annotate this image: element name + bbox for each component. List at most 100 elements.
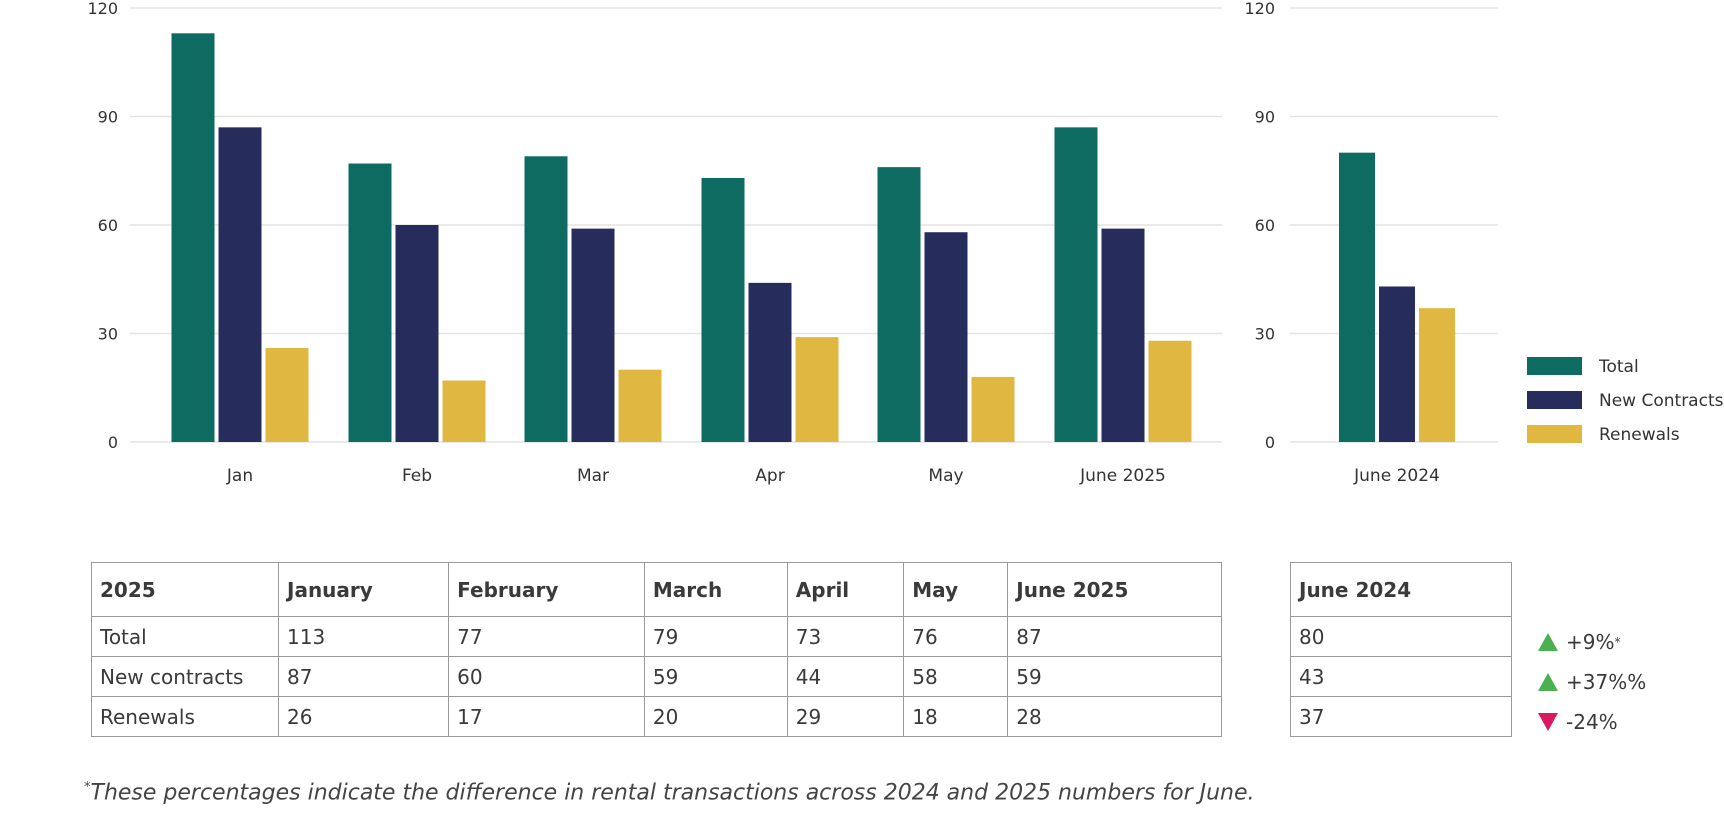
table-cell: 58 — [903, 656, 1009, 697]
bar-total — [171, 33, 215, 443]
bar-renewals — [1419, 308, 1455, 442]
bar-renewals — [971, 376, 1015, 442]
change-value: +37%% — [1566, 670, 1647, 694]
legend-swatch-new-contracts — [1527, 391, 1582, 409]
table-header-cell: June 2025 — [1007, 562, 1222, 617]
change-value: -24% — [1566, 710, 1618, 734]
chart-legend: Total New Contracts Renewals — [1527, 357, 1724, 445]
x-tick-label: Apr — [755, 466, 784, 486]
y-tick-label: 90 — [98, 108, 118, 127]
table-cell: 113 — [277, 616, 450, 657]
x-tick-label: Mar — [577, 466, 609, 486]
table-cell: 43 — [1290, 656, 1512, 697]
monthly-bar-chart: 0 30 60 90 120 Jan Feb Mar Apr May June 2025 — [87, 0, 1222, 486]
legend-swatch-total — [1527, 357, 1582, 375]
table-header-cell: March — [643, 562, 788, 617]
table-row: Renewals 26 17 20 29 18 28 — [91, 696, 1222, 737]
change-total: +9% * — [1538, 622, 1621, 662]
bar-total — [348, 163, 392, 442]
y-tick-label: 30 — [98, 325, 118, 344]
x-tick-label: June 2024 — [1353, 466, 1440, 486]
table-row: New contracts 87 60 59 44 58 59 — [91, 656, 1222, 697]
bar-new-contracts — [218, 127, 262, 442]
table-header-row: 2025 January February March April May Ju… — [91, 562, 1222, 617]
footnote-text: These percentages indicate the differenc… — [90, 780, 1255, 806]
down-triangle-icon — [1538, 713, 1558, 731]
y-tick-label: 60 — [1255, 216, 1275, 235]
table-header-cell: 2025 — [91, 562, 279, 617]
bar-renewals — [618, 369, 662, 442]
june-2024-table: June 2024 80 43 37 — [1290, 562, 1512, 737]
bar-new-contracts — [1101, 228, 1145, 442]
up-triangle-icon — [1538, 673, 1558, 691]
table-row: 37 — [1290, 696, 1512, 737]
y-tick-label: 30 — [1255, 325, 1275, 344]
x-tick-label: Feb — [402, 466, 432, 486]
footnote: *These percentages indicate the differen… — [84, 780, 1255, 805]
table-cell: Total — [91, 616, 279, 657]
x-tick-label: June 2025 — [1079, 466, 1166, 486]
table-cell: 18 — [903, 696, 1009, 737]
table-header-cell: June 2024 — [1290, 562, 1512, 617]
bar-renewals — [795, 337, 839, 442]
x-tick-label: May — [928, 466, 963, 486]
bar-new-contracts — [1379, 286, 1415, 442]
up-triangle-icon — [1538, 633, 1558, 651]
y-tick-label: 0 — [1265, 433, 1275, 452]
change-new-contracts: +37%% — [1538, 662, 1646, 702]
bar-charts: 0 30 60 90 120 Jan Feb Mar Apr May June 2025 0 30 60… — [87, 0, 1724, 486]
table-cell: 29 — [786, 696, 905, 737]
table-row: 80 — [1290, 616, 1512, 657]
table-cell: 80 — [1290, 616, 1512, 657]
table-cell: 44 — [786, 656, 905, 697]
bar-total — [1054, 127, 1098, 442]
bar-total — [877, 167, 921, 442]
y-tick-label: 0 — [108, 433, 118, 452]
bar-renewals — [442, 380, 486, 442]
y-tick-label: 90 — [1255, 108, 1275, 127]
table-header-cell: May — [903, 562, 1009, 617]
table-cell: 17 — [448, 696, 645, 737]
table-cell: Renewals — [91, 696, 279, 737]
table-cell: 87 — [277, 656, 450, 697]
table-cell: 79 — [643, 616, 788, 657]
y-tick-label: 120 — [1244, 0, 1275, 18]
monthly-data-table: 2025 January February March April May Ju… — [91, 562, 1222, 737]
table-cell: 26 — [277, 696, 450, 737]
legend-label-new-contracts: New Contracts — [1599, 391, 1724, 411]
table-cell: 37 — [1290, 696, 1512, 737]
bar-renewals — [265, 347, 309, 442]
y-tick-label: 60 — [98, 216, 118, 235]
table-header-cell: April — [786, 562, 905, 617]
legend-swatch-renewals — [1527, 425, 1582, 443]
bar-total — [1339, 152, 1375, 442]
change-value: +9% — [1566, 630, 1615, 654]
table-header-cell: February — [448, 562, 645, 617]
table-cell: 76 — [903, 616, 1009, 657]
bar-new-contracts — [395, 225, 439, 442]
bar-renewals — [1148, 340, 1192, 442]
june-2024-bar-chart: 0 30 60 90 120 June 2024 — [1244, 0, 1498, 486]
table-header-cell: January — [277, 562, 450, 617]
table-cell: 20 — [643, 696, 788, 737]
change-renewals: -24% — [1538, 702, 1618, 742]
table-cell: 87 — [1007, 616, 1222, 657]
table-cell: 59 — [643, 656, 788, 697]
table-cell: New contracts — [91, 656, 279, 697]
table-row: 43 — [1290, 656, 1512, 697]
table-cell: 28 — [1007, 696, 1222, 737]
bar-total — [701, 177, 745, 442]
y-tick-label: 120 — [87, 0, 118, 18]
bar-new-contracts — [748, 282, 792, 442]
table-cell: 73 — [786, 616, 905, 657]
table-cell: 60 — [448, 656, 645, 697]
bar-new-contracts — [924, 232, 968, 442]
legend-label-total: Total — [1598, 357, 1639, 377]
x-tick-label: Jan — [226, 466, 253, 486]
bar-new-contracts — [571, 228, 615, 442]
table-row: Total 113 77 79 73 76 87 — [91, 616, 1222, 657]
footnote-marker: * — [84, 780, 91, 795]
table-header-row: June 2024 — [1290, 562, 1512, 617]
bar-total — [524, 156, 568, 443]
legend-label-renewals: Renewals — [1599, 425, 1680, 445]
